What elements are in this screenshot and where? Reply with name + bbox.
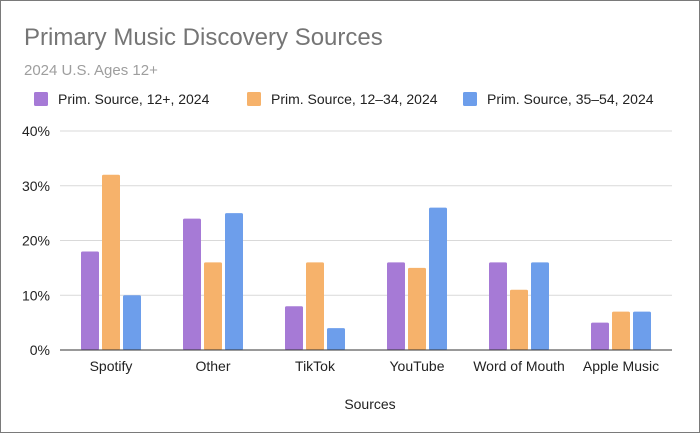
- legend-swatch: [247, 92, 261, 106]
- legend-swatch: [463, 92, 477, 106]
- bar: [225, 213, 243, 350]
- y-tick-label: 20%: [22, 233, 50, 249]
- chart-title: Primary Music Discovery Sources: [24, 24, 383, 51]
- x-tick-label: Spotify: [90, 358, 133, 374]
- y-tick-label: 30%: [22, 178, 50, 194]
- bar: [387, 262, 405, 350]
- bar: [510, 289, 528, 350]
- x-tick-label: Apple Music: [583, 358, 659, 374]
- bar: [531, 262, 549, 350]
- bar: [81, 251, 99, 350]
- bar: [408, 267, 426, 350]
- legend-label: Prim. Source, 35–54, 2024: [487, 91, 654, 107]
- legend-swatch: [34, 92, 48, 106]
- bar: [204, 262, 222, 350]
- bar: [102, 174, 120, 350]
- legend-label: Prim. Source, 12+, 2024: [58, 91, 210, 107]
- y-tick-label: 0%: [30, 342, 50, 358]
- y-tick-label: 40%: [22, 123, 50, 139]
- y-tick-label: 10%: [22, 287, 50, 303]
- x-axis-title: Sources: [344, 396, 395, 412]
- bar: [285, 306, 303, 350]
- bar: [633, 311, 651, 350]
- legend: Prim. Source, 12+, 2024 Prim. Source, 12–…: [34, 91, 654, 107]
- gridlines: [60, 130, 672, 296]
- y-axis-tick-labels: 0% 10% 20% 30% 40%: [22, 123, 50, 358]
- x-axis-tick-labels: Spotify Other TikTok YouTube Word of Mouth Ap…: [90, 358, 660, 374]
- x-tick-label: Other: [195, 358, 230, 374]
- bars: [81, 174, 651, 350]
- bar: [591, 322, 609, 350]
- legend-label: Prim. Source, 12–34, 2024: [271, 91, 438, 107]
- bar: [306, 262, 324, 350]
- x-tick-label: Word of Mouth: [473, 358, 565, 374]
- chart-subtitle: 2024 U.S. Ages 12+: [24, 62, 158, 79]
- bar: [429, 207, 447, 350]
- bar: [123, 295, 141, 350]
- bar: [489, 262, 507, 350]
- x-tick-label: TikTok: [295, 358, 336, 374]
- x-tick-label: YouTube: [389, 358, 444, 374]
- bar: [612, 311, 630, 350]
- bar: [183, 218, 201, 350]
- bar: [327, 328, 345, 350]
